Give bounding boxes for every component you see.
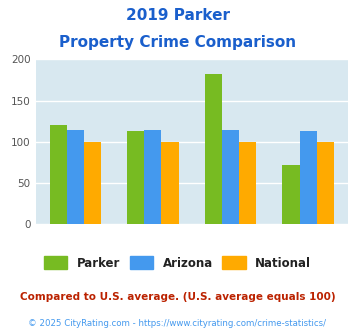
Text: © 2025 CityRating.com - https://www.cityrating.com/crime-statistics/: © 2025 CityRating.com - https://www.city… — [28, 319, 327, 328]
Bar — [222, 129, 239, 224]
Legend: Parker, Arizona, National: Parker, Arizona, National — [39, 252, 316, 274]
Bar — [50, 125, 67, 224]
Bar — [205, 74, 222, 224]
Bar — [317, 142, 334, 224]
Bar — [127, 131, 144, 224]
Bar — [67, 129, 84, 224]
Text: Property Crime Comparison: Property Crime Comparison — [59, 35, 296, 50]
Bar — [300, 131, 317, 224]
Bar — [162, 142, 179, 224]
Bar — [283, 165, 300, 224]
Bar — [239, 142, 256, 224]
Bar — [84, 142, 101, 224]
Text: Compared to U.S. average. (U.S. average equals 100): Compared to U.S. average. (U.S. average … — [20, 292, 335, 302]
Text: 2019 Parker: 2019 Parker — [126, 8, 229, 23]
Bar — [144, 129, 162, 224]
